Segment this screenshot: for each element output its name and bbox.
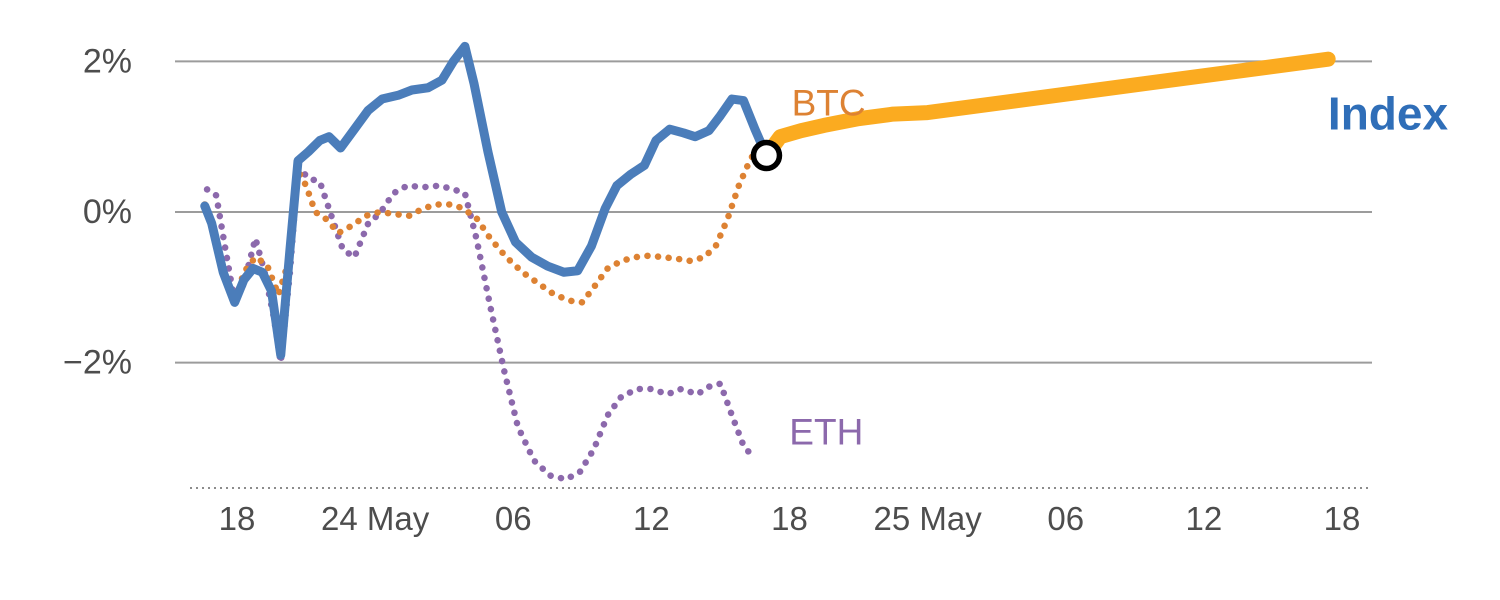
x-tick-label: 18	[771, 500, 808, 537]
x-tick-label: 06	[1047, 500, 1084, 537]
x-tick-label: 25 May	[873, 500, 982, 537]
x-tick-label: 12	[1185, 500, 1222, 537]
x-tick-label: 24 May	[321, 500, 430, 537]
series-label-index: Index	[1328, 87, 1449, 139]
y-tick-label: 0%	[83, 193, 132, 231]
series-label-btc: BTC	[792, 82, 866, 123]
y-tick-label: −2%	[63, 344, 132, 382]
x-tick-label: 18	[1324, 500, 1361, 537]
series-label-eth: ETH	[789, 411, 863, 452]
x-tick-label: 12	[633, 500, 670, 537]
series-index_highlight-line	[758, 51, 1336, 164]
x-tick-label: 06	[495, 500, 532, 537]
series-index-line	[200, 41, 771, 360]
series-eth-line	[203, 163, 756, 483]
current-value-marker	[750, 139, 783, 172]
x-tick-label: 18	[219, 500, 256, 537]
y-tick-label: 2%	[83, 42, 132, 80]
